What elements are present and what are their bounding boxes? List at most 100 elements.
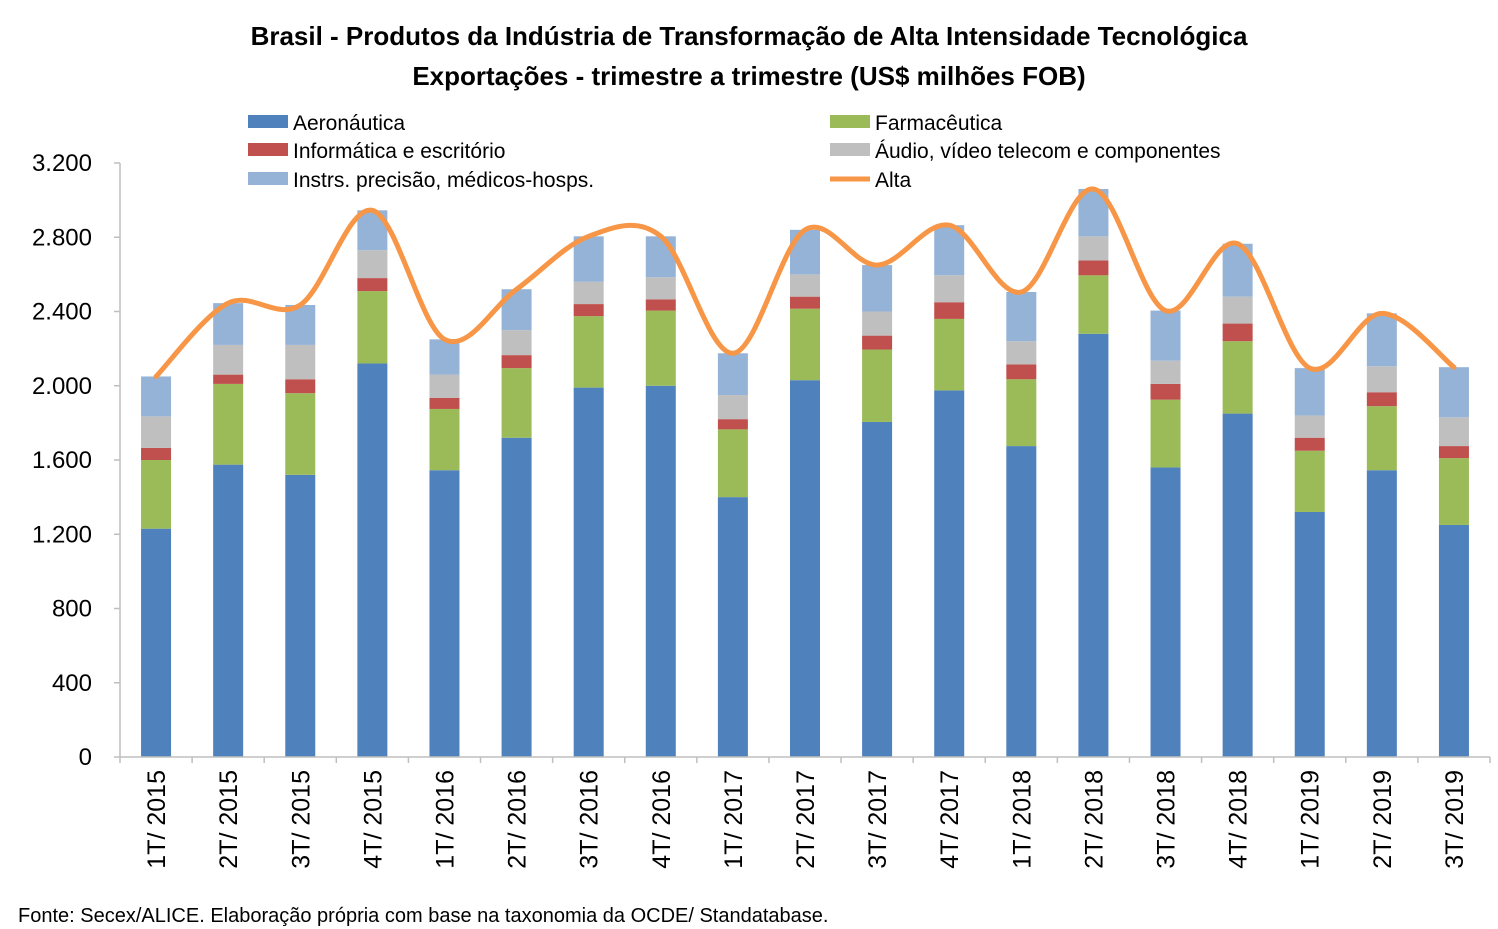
- x-category-label: 3T/ 2015: [287, 770, 315, 869]
- x-category-label: 4T/ 2017: [936, 770, 964, 869]
- bar-segment-s1: [285, 393, 316, 475]
- bar-segment-s1: [573, 316, 604, 388]
- bar-segment-s2: [429, 397, 460, 409]
- bar-segment-s0: [790, 380, 820, 757]
- bar-segment-s1: [1150, 399, 1181, 468]
- bar-segment-s0: [213, 464, 244, 757]
- bar-segment-s0: [1006, 446, 1037, 757]
- legend-swatch-s3: [830, 143, 870, 156]
- bar-segment-s2: [1222, 323, 1253, 342]
- bar-segment-s0: [501, 437, 532, 757]
- bar-segment-s0: [573, 387, 604, 757]
- y-tick-label: 3.200: [32, 150, 92, 177]
- bar-segment-s2: [934, 302, 965, 319]
- bar-segment-s4: [1294, 368, 1325, 416]
- bar-segment-s0: [1222, 413, 1253, 757]
- bar-segment-s0: [645, 385, 676, 757]
- bar-segment-s0: [141, 528, 172, 757]
- x-category-label: 4T/ 2015: [359, 770, 387, 869]
- bar-segment-s0: [862, 421, 893, 757]
- bar-segment-s2: [1366, 392, 1397, 407]
- bar-segment-s3: [429, 374, 460, 398]
- y-axis: 0 400 800 1.200 1.600 2.000 2.400 2.800 3.200: [32, 150, 121, 771]
- x-category-label: 2T/ 2016: [504, 770, 532, 869]
- legend-label-line: Alta: [875, 169, 912, 192]
- x-category-label: 2T/ 2015: [215, 770, 243, 869]
- bar-segment-s2: [645, 299, 676, 311]
- x-category-label: 1T/ 2016: [431, 770, 459, 869]
- bar-segment-s4: [645, 236, 676, 278]
- bar-segment-s2: [790, 296, 820, 309]
- bar-segment-s4: [1438, 367, 1469, 418]
- legend-label-s0: Aeronáutica: [293, 112, 405, 135]
- y-tick-label: 1.600: [32, 447, 92, 474]
- source-note: Fonte: Secex/ALICE. Elaboração própria c…: [18, 905, 828, 927]
- bar-segment-s1: [1438, 458, 1469, 525]
- legend-label-s3: Áudio, vídeo telecom e componentes: [875, 140, 1221, 163]
- bar-segment-s1: [1006, 379, 1037, 447]
- bar-segment-s1: [501, 368, 532, 438]
- bar-segment-s1: [1294, 450, 1325, 512]
- legend-label-s4: Instrs. precisão, médicos-hosps.: [293, 169, 594, 192]
- x-category-label: 2T/ 2017: [792, 770, 820, 869]
- chart-title: Brasil - Produtos da Indústria de Transf…: [251, 21, 1248, 51]
- legend-swatch-s1: [830, 115, 870, 128]
- bar-segment-s4: [1366, 313, 1397, 367]
- y-tick-label: 800: [52, 596, 92, 623]
- legend: Aeronáutica Farmacêutica Informática e esc…: [248, 112, 1221, 192]
- bar-segment-s0: [1078, 333, 1109, 757]
- y-tick-label: 0: [79, 744, 92, 771]
- bar-segment-s3: [1150, 360, 1181, 384]
- y-tick-label: 400: [52, 670, 92, 697]
- bar-segment-s0: [717, 497, 748, 757]
- bar-segment-s1: [429, 408, 460, 471]
- y-tick-label: 2.000: [32, 373, 92, 400]
- bar-segment-s2: [1078, 260, 1109, 276]
- bar-segment-s3: [1438, 417, 1469, 447]
- legend-swatch-s4: [248, 172, 288, 185]
- bar-segment-s0: [429, 470, 460, 757]
- bar-segment-s2: [573, 304, 604, 317]
- bar-segment-s4: [862, 265, 893, 312]
- bar-segment-s2: [1294, 437, 1325, 451]
- x-category-label: 1T/ 2015: [143, 770, 171, 869]
- bar-segment-s1: [1222, 341, 1253, 414]
- bar-segment-s3: [645, 277, 676, 300]
- x-category-label: 4T/ 2016: [648, 770, 676, 869]
- bar-segment-s2: [501, 355, 532, 369]
- bar-segment-s4: [717, 353, 748, 396]
- bar-segment-s0: [1150, 467, 1181, 757]
- bar-segment-s3: [1294, 415, 1325, 438]
- x-category-label: 2T/ 2018: [1080, 770, 1108, 869]
- bar-segment-s4: [573, 236, 604, 282]
- chart-subtitle: Exportações - trimestre a trimestre (US$…: [412, 61, 1085, 91]
- bar-segment-s1: [645, 310, 676, 386]
- bar-segment-s3: [934, 275, 965, 303]
- bar-segment-s1: [862, 349, 893, 422]
- bar-segment-s3: [357, 250, 388, 279]
- bar-segment-s2: [213, 374, 244, 384]
- bar-segment-s3: [1078, 236, 1109, 261]
- bar-segment-s3: [141, 416, 172, 448]
- bar-segment-s4: [1150, 310, 1181, 361]
- bar-segment-s1: [1078, 275, 1109, 334]
- legend-label-s1: Farmacêutica: [875, 112, 1003, 135]
- bar-segment-s3: [573, 281, 604, 305]
- bar-segment-s0: [1294, 511, 1325, 757]
- bar-segment-s2: [1150, 383, 1181, 400]
- bar-segment-s4: [429, 339, 460, 375]
- x-category-label: 3T/ 2018: [1153, 770, 1181, 869]
- x-category-label: 4T/ 2018: [1225, 770, 1253, 869]
- bar-segment-s4: [285, 305, 316, 345]
- x-axis: 1T/ 2015 2T/ 2015 3T/ 2015 4T/ 2015 1T/ 2016…: [119, 756, 1491, 869]
- bars: [141, 188, 1469, 757]
- bar-segment-s3: [501, 330, 532, 356]
- legend-swatch-s2: [248, 143, 288, 156]
- bar-segment-s4: [790, 229, 820, 275]
- x-category-label: 1T/ 2018: [1008, 770, 1036, 869]
- bar-segment-s0: [1366, 470, 1397, 757]
- bar-segment-s3: [862, 311, 893, 336]
- bar-segment-s0: [285, 474, 316, 757]
- bar-segment-s1: [717, 429, 748, 498]
